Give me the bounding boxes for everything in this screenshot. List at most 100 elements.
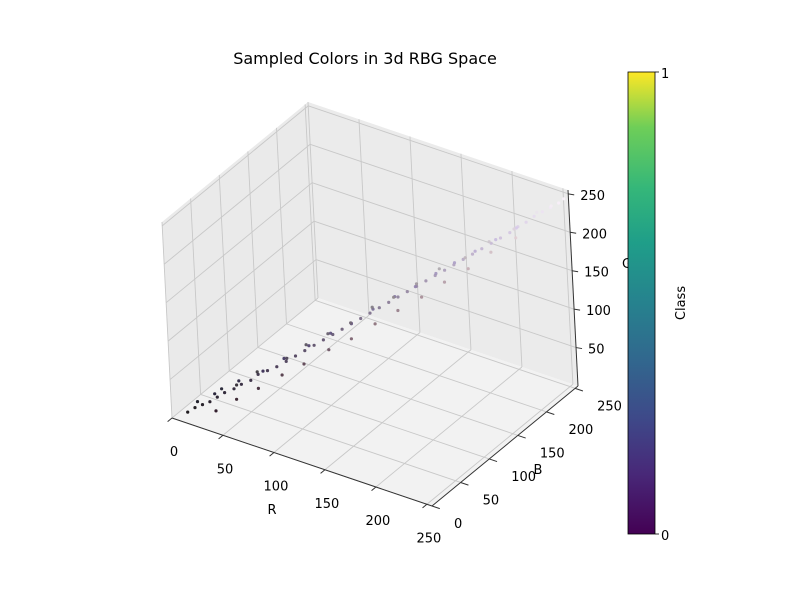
g-tick-mark (568, 193, 575, 196)
r-tick-label: 250 (416, 531, 441, 546)
b-tick-label: 150 (540, 446, 565, 461)
grid-line-y-floor (200, 394, 461, 483)
data-point (396, 295, 400, 299)
g-tick-label: 250 (580, 189, 605, 204)
data-point (512, 227, 516, 231)
b-tick-mark (431, 505, 440, 510)
z-axis-label: G (622, 257, 632, 272)
data-point (524, 220, 528, 224)
data-point (340, 327, 344, 331)
data-point (275, 365, 279, 369)
data-point (535, 210, 539, 214)
grid-line-z-back (313, 220, 575, 310)
data-point (463, 256, 467, 260)
data-point (284, 359, 288, 363)
colorbar-max-label: 1 (661, 67, 669, 82)
data-point (349, 321, 353, 325)
colorbar-gradient (627, 71, 656, 535)
g-axis-line (567, 189, 579, 387)
colorbar-min-label: 0 (661, 529, 669, 544)
data-point (186, 410, 190, 414)
data-point (549, 204, 553, 208)
b-tick-mark (460, 481, 469, 486)
data-point (265, 369, 270, 373)
grid-line-y-floor (257, 346, 519, 436)
data-point (434, 271, 438, 276)
data-point (349, 337, 353, 341)
grid-line-x-back (409, 136, 421, 333)
data-point (368, 311, 372, 315)
grid-line-z-wall (167, 220, 315, 342)
data-point (420, 295, 424, 299)
data-point (437, 267, 441, 271)
data-point (261, 369, 265, 373)
r-tick-mark (422, 503, 428, 509)
r-tick-mark (371, 486, 377, 492)
grid-line-x-back (460, 153, 472, 350)
chart-title: Sampled Colors in 3d RBG Space (233, 49, 497, 68)
grid-line-x-floor (171, 297, 319, 419)
data-point (280, 373, 284, 377)
data-point (304, 343, 308, 347)
data-point (442, 280, 447, 284)
data-point (392, 295, 396, 299)
data-point (466, 267, 470, 271)
r-tick-mark (320, 469, 326, 474)
data-point (473, 249, 477, 253)
data-point (359, 316, 363, 321)
axis-panes (162, 102, 578, 506)
grid-line-x-floor (375, 366, 523, 488)
data-point (508, 231, 512, 235)
floor-pane (172, 298, 578, 506)
data-point (249, 378, 253, 382)
x-axis-label: R (267, 503, 276, 518)
g-tick-mark (575, 347, 583, 350)
data-point (232, 387, 236, 391)
r-tick-mark (269, 452, 275, 457)
data-point (282, 356, 286, 361)
data-point (321, 338, 325, 342)
grid-line-y-floor (286, 323, 547, 413)
data-points (186, 197, 566, 414)
data-point (562, 197, 566, 201)
data-point (193, 406, 197, 410)
data-point (223, 391, 227, 395)
grid-line-y-wall (218, 174, 230, 371)
data-point (480, 247, 484, 251)
data-point (285, 356, 289, 360)
data-point (302, 362, 306, 366)
g-tick-label: 150 (584, 266, 609, 281)
data-point (239, 382, 243, 386)
grid-line-x-floor (426, 383, 574, 505)
grid-line-x-back (562, 188, 574, 385)
r-tick-mark (167, 417, 173, 422)
colorbar-label: Class (674, 286, 689, 320)
data-point (396, 308, 400, 313)
grid-line-y-wall (276, 127, 287, 324)
y-axis-label: B (534, 463, 543, 478)
data-point (414, 282, 419, 286)
data-point (214, 409, 218, 413)
data-point (370, 305, 374, 309)
b-tick-label: 50 (483, 493, 500, 508)
data-point (470, 252, 475, 256)
b-tick-label: 250 (597, 399, 622, 414)
b-tick-mark (574, 387, 584, 392)
data-point (494, 238, 498, 242)
grid-line-x-back (511, 170, 523, 368)
r-tick-label: 0 (170, 445, 178, 460)
grid-line-y-wall (304, 104, 316, 301)
grid-line-x-back (307, 101, 319, 299)
grid-line-z-back (315, 259, 577, 348)
grid-line-z-wall (165, 182, 313, 304)
data-point (237, 379, 241, 383)
grid-line-x-back (358, 119, 370, 316)
g-tick-mark (570, 231, 577, 234)
data-point (424, 279, 428, 283)
r-axis-line (171, 417, 433, 507)
data-point (405, 290, 409, 294)
data-point (213, 392, 217, 396)
data-point (329, 331, 333, 335)
